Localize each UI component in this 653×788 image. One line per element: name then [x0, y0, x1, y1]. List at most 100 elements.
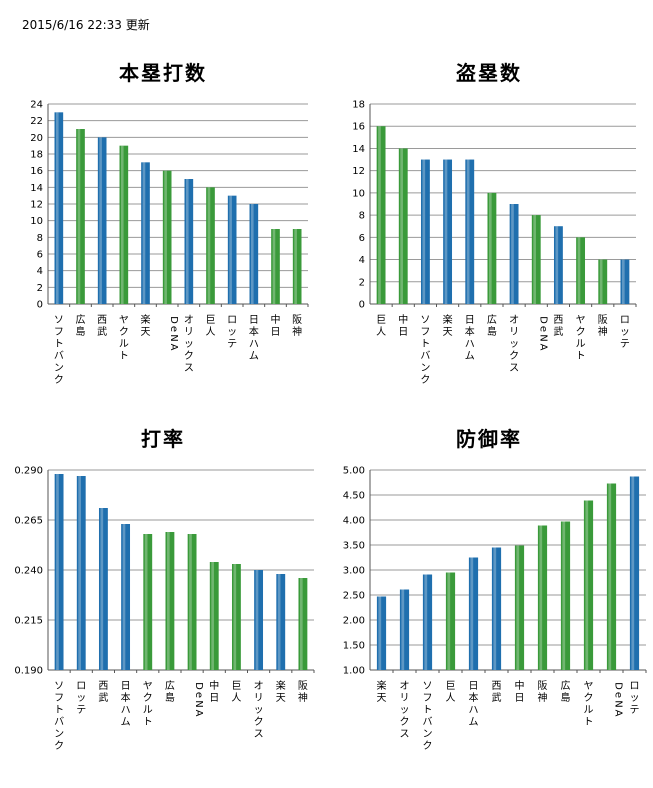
- svg-text:ハ: ハ: [249, 339, 259, 350]
- bar: [162, 170, 172, 304]
- svg-text:ヤ: ヤ: [119, 315, 129, 326]
- bar: [141, 162, 150, 304]
- bar-highlight: [585, 500, 589, 670]
- svg-text:A: A: [613, 710, 624, 717]
- y-tick-label: 2: [359, 277, 365, 288]
- svg-text:オ: オ: [184, 314, 194, 326]
- bar-fill: [227, 195, 237, 304]
- bar-fill: [583, 500, 594, 670]
- bar-fill: [514, 545, 525, 670]
- bar-highlight: [56, 474, 59, 670]
- bar-highlight: [77, 129, 81, 304]
- svg-text:バ: バ: [54, 716, 64, 728]
- svg-text:ル: ル: [584, 705, 594, 716]
- bar-fill: [271, 229, 280, 304]
- svg-text:中: 中: [209, 679, 219, 692]
- svg-text:ク: ク: [119, 326, 129, 338]
- svg-text:フ: フ: [54, 327, 64, 338]
- x-tick-label: ロッテ: [76, 681, 86, 716]
- y-tick-label: 20: [30, 133, 43, 144]
- svg-text:ヤ: ヤ: [584, 681, 594, 692]
- svg-text:ン: ン: [420, 363, 430, 374]
- bar-highlight: [378, 596, 382, 670]
- svg-text:ク: ク: [423, 740, 433, 752]
- svg-text:ヤ: ヤ: [143, 681, 153, 692]
- svg-text:テ: テ: [620, 339, 630, 350]
- bar-highlight: [121, 145, 124, 304]
- bar-fill: [422, 574, 433, 670]
- bar-highlight: [447, 572, 451, 670]
- svg-text:ト: ト: [423, 705, 433, 716]
- bar: [398, 148, 408, 304]
- svg-text:リ: リ: [184, 327, 194, 338]
- svg-text:ッ: ッ: [76, 693, 86, 704]
- bar: [121, 524, 131, 670]
- svg-text:日: 日: [465, 315, 475, 326]
- bar-highlight: [186, 179, 189, 304]
- svg-text:楽: 楽: [443, 313, 453, 326]
- svg-text:ル: ル: [576, 339, 586, 350]
- svg-text:日: 日: [121, 681, 131, 692]
- home-run-chart: 本塁打数 0 2 4 6 8 10 12 14 16 18 20 22 24 ソフトバンク広島西武ヤクルト…: [0, 52, 326, 402]
- y-tick-label: 18: [352, 100, 365, 111]
- svg-text:日: 日: [209, 693, 219, 704]
- bar-fill: [553, 226, 563, 304]
- svg-text:ロ: ロ: [76, 681, 86, 692]
- bar: [468, 557, 479, 670]
- bar-highlight: [470, 557, 474, 670]
- svg-text:ハ: ハ: [469, 705, 479, 716]
- y-tick-label: 12: [352, 166, 365, 177]
- bar-highlight: [166, 532, 170, 670]
- bar-highlight: [211, 562, 214, 670]
- svg-text:ク: ク: [584, 692, 594, 704]
- svg-text:N: N: [193, 700, 204, 707]
- bar: [487, 192, 497, 304]
- bar-highlight: [516, 545, 520, 670]
- bar-fill: [187, 534, 197, 670]
- bar: [249, 204, 259, 304]
- y-tick-label: 10: [352, 188, 365, 199]
- y-tick-label: 14: [30, 183, 43, 194]
- svg-text:ッ: ッ: [630, 693, 640, 704]
- bar-highlight: [255, 570, 259, 670]
- bar: [298, 578, 308, 670]
- y-tick-label: 22: [30, 116, 43, 127]
- bar: [606, 483, 617, 670]
- svg-text:中: 中: [271, 313, 281, 326]
- bar: [98, 508, 108, 670]
- svg-text:リ: リ: [509, 327, 519, 338]
- y-tick-label: 1.50: [343, 641, 365, 652]
- y-tick-label: 0: [37, 300, 43, 311]
- svg-text:ン: ン: [423, 729, 433, 740]
- bar-fill: [560, 521, 571, 670]
- svg-text:ロ: ロ: [620, 315, 630, 326]
- batting-average-chart-svg: 0.1900.2150.2400.2650.290ソフトバンクロッテ西武日本ハム…: [14, 466, 315, 752]
- bar-highlight: [444, 159, 448, 304]
- y-tick-label: 2.50: [343, 591, 365, 602]
- bar: [422, 574, 433, 670]
- svg-text:広: 広: [165, 679, 175, 692]
- bar-highlight: [562, 521, 566, 670]
- x-tick-label: 楽天: [141, 313, 151, 338]
- bar: [629, 476, 640, 670]
- svg-text:バ: バ: [420, 350, 430, 362]
- bar-highlight: [424, 574, 428, 670]
- svg-text:ト: ト: [119, 351, 129, 362]
- bar: [583, 500, 594, 670]
- stolen-base-chart-svg: 024681012141618巨人中日ソフトバンク楽天日本ハム広島オリックスDe…: [352, 100, 637, 386]
- era-chart-svg: 1.001.502.002.503.003.504.004.505.00楽天オリ…: [343, 466, 647, 752]
- bar-highlight: [599, 259, 603, 304]
- y-tick-label: 16: [30, 166, 43, 177]
- bar: [420, 159, 430, 304]
- bar-highlight: [207, 187, 211, 304]
- svg-text:ッ: ッ: [254, 705, 264, 716]
- svg-text:D: D: [193, 682, 204, 690]
- svg-text:西: 西: [97, 315, 107, 326]
- bar: [509, 204, 519, 304]
- svg-text:日: 日: [271, 327, 281, 338]
- x-tick-label: 巨人: [206, 314, 216, 338]
